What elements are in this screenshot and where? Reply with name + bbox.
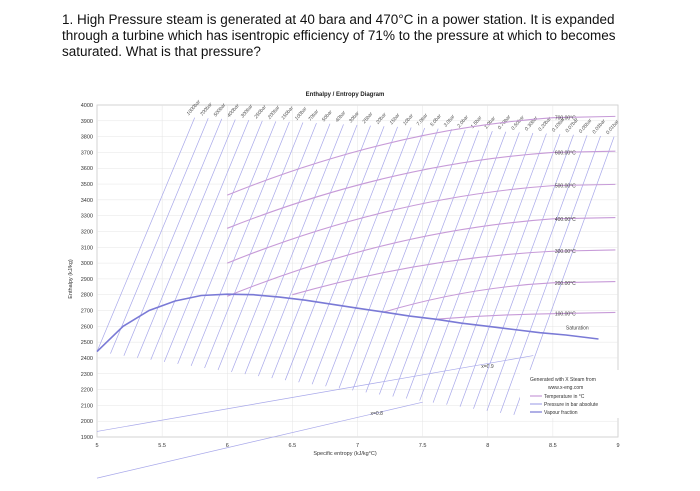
y-tick-label: 3400 [81, 198, 93, 204]
pressure-line [473, 134, 574, 409]
pressure-line [352, 129, 453, 391]
legend: Generated with X Steam from www.x-eng.co… [520, 370, 620, 418]
pressure-line [231, 123, 331, 373]
y-tick-label: 4000 [81, 103, 93, 109]
grid-lines [96, 104, 619, 438]
y-tick-label: 3700 [81, 150, 93, 156]
y-axis-label: Enthalpy (kJ/kg) [68, 259, 74, 299]
pressure-line [217, 123, 317, 371]
legend-link[interactable]: www.x-eng.com [548, 385, 583, 391]
pressure-line [96, 117, 196, 352]
legend-entry-pressure: Pressure in bar absolute [544, 402, 598, 408]
saturation-curve [96, 293, 599, 353]
y-tick-label: 2500 [81, 340, 93, 346]
x-axis-label: Specific entropy (kJ/kg°C) [313, 451, 376, 457]
y-tick-label: 2000 [81, 419, 93, 425]
y-tick-label: 2900 [81, 277, 93, 283]
x-tick-label: 7.5 [419, 443, 427, 449]
pressure-line [163, 120, 263, 362]
y-tick-label: 2400 [81, 356, 93, 362]
x-tick-label: 5 [95, 443, 98, 449]
pressure-line [177, 121, 277, 364]
y-tick-label: 2800 [81, 293, 93, 299]
pressure-line [325, 127, 426, 387]
quality-label: x=0.9 [481, 364, 494, 370]
y-tick-label: 1900 [81, 435, 93, 441]
y-tick-label: 3500 [81, 182, 93, 188]
temperature-line [227, 217, 616, 297]
pressure-line [486, 135, 588, 411]
legend-title: Generated with X Steam from [530, 377, 596, 383]
saturation-label: Saturation [566, 326, 589, 332]
pressure-line [500, 135, 601, 413]
temperature-label: 100.00°C [555, 312, 576, 318]
quality-label: x=0.8 [371, 411, 384, 417]
question-text: 1. High Pressure steam is generated at 4… [62, 12, 616, 59]
pressure-line [459, 134, 561, 407]
temperature-label: 400.00°C [555, 217, 576, 223]
pressure-line [284, 126, 385, 381]
y-tick-label: 3600 [81, 166, 93, 172]
y-tick-label: 2600 [81, 324, 93, 330]
x-tick-label: 9 [616, 443, 619, 449]
temperature-label: 500.00°C [555, 184, 576, 190]
temperature-line [435, 311, 616, 320]
pressure-line [258, 124, 358, 377]
legend-entry-temperature: Temperature in °C [544, 394, 585, 400]
axis-ticks: 5 5.5 6 6.5 7 7.5 8 8.5 9 1900 2000 2100 2200 2300 240… [81, 103, 620, 449]
temperature-label: 200.00°C [555, 281, 576, 287]
pressure-line [110, 118, 209, 354]
y-tick-label: 2200 [81, 388, 93, 394]
x-tick-label: 8 [486, 443, 489, 449]
x-tick-label: 5.5 [158, 443, 166, 449]
x-tick-label: 6 [226, 443, 229, 449]
pressure-line [311, 127, 412, 385]
pressure-line [137, 119, 236, 358]
pressure-line [150, 119, 250, 360]
pressure-line [271, 125, 371, 379]
y-tick-label: 3900 [81, 119, 93, 125]
y-tick-label: 3200 [81, 229, 93, 235]
x-tick-label: 8.5 [549, 443, 557, 449]
temperature-lines: 700.00°C 600.00°C 500.00°C 400.00°C 300.00°C… [227, 115, 616, 320]
temperature-line [227, 150, 616, 229]
pressure-line [204, 122, 304, 369]
temperature-line [292, 249, 616, 296]
x-tick-label: 7 [356, 443, 359, 449]
legend-entry-vapour: Vapour fraction [544, 410, 578, 416]
temperature-label: 300.00°C [555, 249, 576, 255]
temperature-line [383, 281, 616, 313]
y-tick-label: 2700 [81, 309, 93, 315]
pressure-line [338, 128, 439, 389]
pressure-line [392, 130, 493, 397]
saturation-curve-group: Saturation [96, 293, 599, 353]
y-tick-label: 3000 [81, 261, 93, 267]
pressure-line [365, 129, 466, 393]
quality-line [96, 355, 534, 432]
pressure-line [446, 133, 547, 405]
pressure-line [419, 132, 520, 401]
pressure-line [432, 132, 534, 403]
y-tick-label: 3300 [81, 214, 93, 220]
quality-lines: x=0.9 x=0.8 [96, 355, 534, 479]
pressure-line [244, 124, 344, 375]
pressure-line [379, 130, 480, 395]
temperature-label: 600.00°C [555, 150, 576, 156]
legend-box [520, 370, 620, 418]
quality-line [96, 401, 423, 479]
pressure-line [405, 131, 507, 399]
y-tick-label: 3100 [81, 245, 93, 251]
pressure-line [513, 136, 615, 415]
temperature-line [227, 115, 616, 196]
x-tick-label: 6.5 [289, 443, 297, 449]
temperature-label: 700.00°C [555, 116, 576, 122]
y-tick-label: 2300 [81, 372, 93, 378]
y-tick-label: 2100 [81, 403, 93, 409]
chart-title: Enthalpy / Entropy Diagram [306, 92, 385, 98]
pressure-line [190, 121, 290, 367]
y-tick-label: 3800 [81, 135, 93, 141]
temperature-line [227, 183, 616, 264]
